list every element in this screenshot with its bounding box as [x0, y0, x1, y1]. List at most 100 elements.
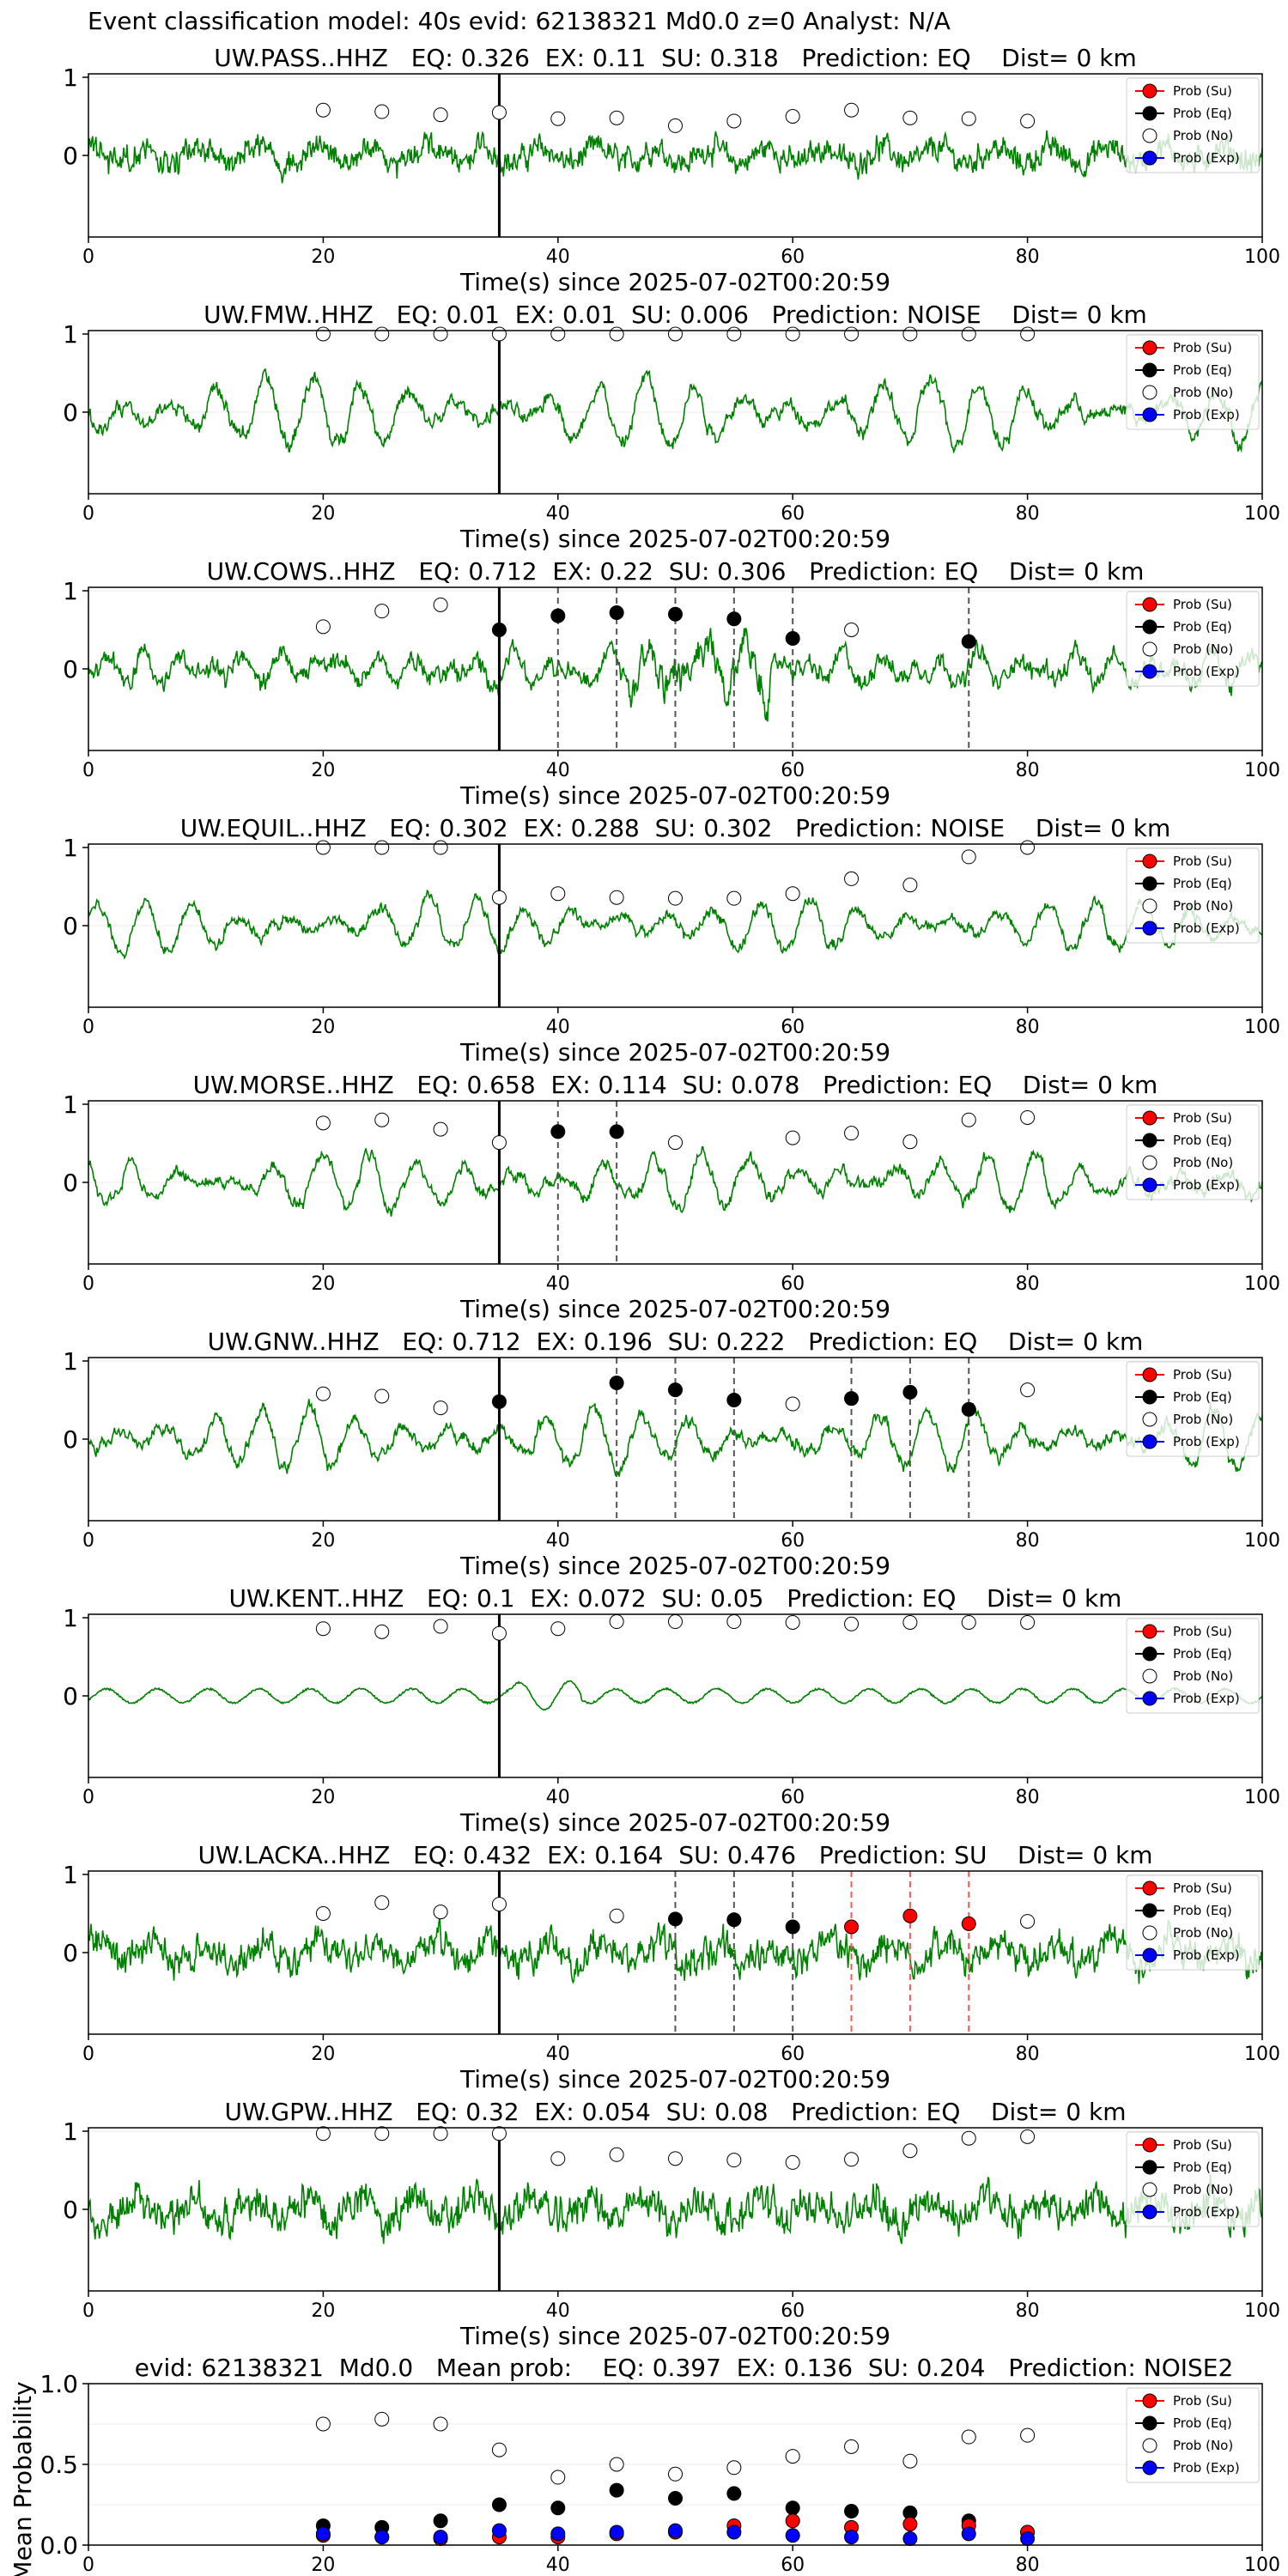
legend-label: Prob (Eq)	[1173, 1389, 1232, 1405]
legend-marker-3	[1142, 664, 1157, 679]
noise-prob-point	[726, 326, 742, 342]
exp-prob-point	[315, 2526, 331, 2542]
noise-prob-point	[491, 2442, 507, 2458]
x-tick-label: 20	[311, 760, 335, 781]
x-tick-label: 80	[1016, 503, 1040, 525]
y-tick-label: 0	[63, 912, 78, 940]
noise-prob-point	[844, 2152, 860, 2167]
noise-prob-point	[374, 1895, 390, 1911]
legend-box	[1126, 1618, 1260, 1714]
legend-marker-2	[1142, 1925, 1157, 1941]
x-tick-label: 0	[82, 2555, 94, 2576]
panel-mean-probability: Prob (Su) Prob (Eq) Prob (No) Prob (Exp) 1.0…	[9, 2354, 1280, 2576]
x-tick-label: 100	[1244, 1530, 1280, 1552]
noise-prob-point	[1020, 113, 1036, 129]
y-tick-label: 0	[63, 142, 78, 170]
x-tick-label: 60	[781, 1017, 805, 1038]
y-tick-label: 1	[63, 64, 78, 92]
noise-prob-point	[726, 113, 742, 129]
x-tick-label: 0	[82, 1017, 94, 1038]
legend-label: Prob (Exp)	[1173, 664, 1240, 679]
noise-prob-point	[668, 2151, 683, 2166]
legend-box	[1126, 591, 1260, 687]
eq-prob-point	[726, 611, 742, 627]
eq-prob-point	[550, 1124, 566, 1139]
eq-prob-point	[785, 631, 800, 647]
x-tick-label: 20	[311, 1273, 335, 1295]
noise-prob-point	[785, 2449, 800, 2464]
panel-uw-pass-hhz: Prob (Su)Prob (Eq)Prob (No)Prob (Exp)100…	[63, 44, 1280, 296]
eq-prob-point	[726, 1393, 742, 1407]
noise-prob-point	[433, 2416, 448, 2432]
y-tick-label: 0.0	[39, 2531, 78, 2560]
noise-prob-point	[374, 2126, 390, 2142]
x-tick-label: 100	[1244, 1787, 1280, 1808]
legend-label: Prob (Exp)	[1173, 1691, 1240, 1706]
panel-title: UW.GPW..HHZ EQ: 0.32 EX: 0.054 SU: 0.08 …	[225, 2098, 1127, 2126]
noise-prob-point	[374, 104, 390, 119]
noise-prob-point	[374, 2411, 390, 2427]
legend-marker-2	[1142, 641, 1157, 657]
eq-prob-point	[550, 608, 566, 623]
noise-prob-point	[433, 1400, 448, 1416]
panel-uw-fmw-hhz: Prob (Su)Prob (Eq)Prob (No)Prob (Exp)100…	[63, 301, 1280, 553]
noise-prob-point	[726, 2460, 742, 2476]
noise-prob-point	[785, 2154, 800, 2170]
y-tick-label: 1.0	[39, 2370, 78, 2398]
noise-prob-point	[433, 107, 448, 123]
x-axis-label: Time(s) since 2025-07-02T00:20:59	[459, 1808, 890, 1837]
noise-prob-point	[668, 1614, 683, 1630]
legend-marker-0	[1142, 340, 1157, 355]
noise-prob-point	[961, 2429, 976, 2445]
noise-prob-point	[433, 1619, 448, 1634]
x-tick-label: 20	[311, 1530, 335, 1552]
legend-label: Prob (Eq)	[1173, 1133, 1232, 1148]
noise-prob-point	[1020, 1109, 1036, 1125]
legend-marker-2	[1142, 2438, 1157, 2453]
legend-label: Prob (Exp)	[1173, 150, 1240, 166]
legend-label: Prob (Su)	[1173, 1624, 1232, 1639]
noise-prob-point	[550, 326, 566, 342]
x-tick-label: 20	[311, 2555, 335, 2576]
eq-prob-point	[961, 1401, 976, 1417]
x-axis-label: Time(s) since 2025-07-02T00:20:59	[459, 1552, 890, 1580]
x-tick-label: 100	[1244, 1273, 1280, 1295]
legend-label: Prob (Exp)	[1173, 1947, 1240, 1963]
x-tick-label: 80	[1016, 2044, 1040, 2065]
noise-prob-point	[491, 326, 507, 342]
legend-label: Prob (No)	[1173, 2182, 1233, 2197]
legend-label: Prob (Eq)	[1173, 2415, 1232, 2431]
noise-prob-point	[315, 619, 331, 635]
legend-marker-3	[1142, 407, 1157, 422]
legend-marker-1	[1142, 1903, 1157, 1918]
x-tick-label: 100	[1244, 1017, 1280, 1038]
noise-prob-point	[961, 2130, 976, 2146]
panel-title: UW.GNW..HHZ EQ: 0.712 EX: 0.196 SU: 0.22…	[208, 1327, 1144, 1356]
legend-marker-2	[1142, 1668, 1157, 1684]
eq-prob-point	[844, 2504, 860, 2519]
waveform-trace	[88, 1145, 1263, 1217]
noise-prob-point	[902, 1134, 918, 1150]
noise-prob-point	[961, 326, 976, 342]
x-tick-label: 80	[1016, 1787, 1040, 1808]
noise-prob-point	[844, 1616, 860, 1631]
legend-label: Prob (No)	[1173, 1155, 1233, 1170]
noise-prob-point	[374, 840, 390, 855]
noise-prob-point	[315, 840, 331, 855]
noise-prob-point	[315, 1386, 331, 1401]
legend-marker-2	[1142, 1155, 1157, 1170]
noise-prob-point	[374, 326, 390, 342]
noise-prob-point	[315, 326, 331, 342]
legend-marker-0	[1142, 1110, 1157, 1126]
x-tick-label: 40	[546, 1017, 570, 1038]
legend-marker-1	[1142, 106, 1157, 121]
y-tick-label: 0	[63, 398, 78, 427]
noise-prob-point	[726, 1614, 742, 1630]
noise-prob-point	[1020, 2129, 1036, 2144]
x-axis-label: Time(s) since 2025-07-02T00:20:59	[459, 1038, 890, 1066]
x-tick-label: 100	[1244, 503, 1280, 525]
legend-marker-2	[1142, 385, 1157, 400]
noise-prob-point	[491, 1135, 507, 1151]
legend-label: Prob (No)	[1173, 641, 1233, 657]
legend-marker-3	[1142, 1434, 1157, 1449]
